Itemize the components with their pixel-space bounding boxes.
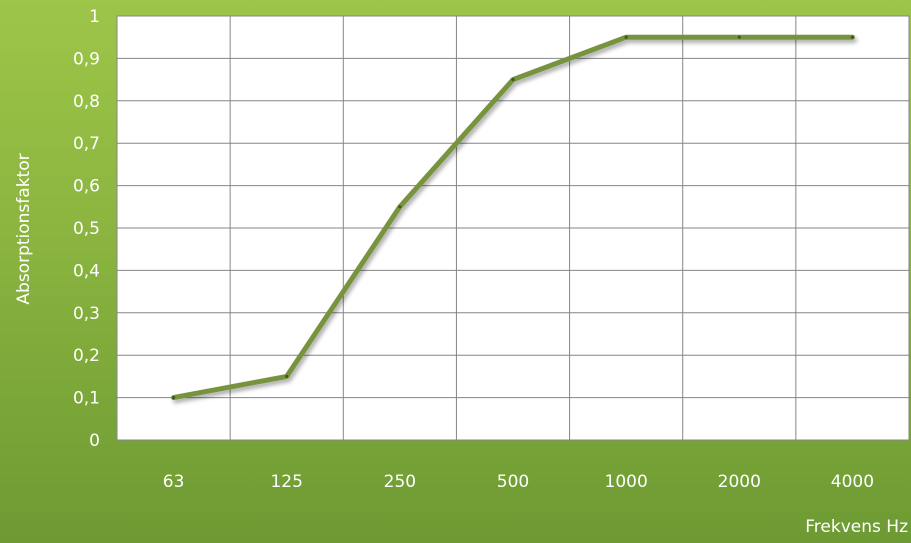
y-tick-label: 0,8 — [73, 92, 100, 112]
grid — [116, 15, 910, 441]
x-tick-label: 250 — [384, 472, 416, 492]
x-tick-label: 63 — [163, 472, 185, 492]
data-point — [511, 78, 515, 82]
data-point — [171, 396, 176, 400]
y-tick-label: 0,1 — [73, 389, 100, 409]
x-tick-labels: 63 125 250 500 1000 2000 4000 — [163, 472, 874, 492]
x-tick-label: 2000 — [718, 472, 761, 492]
data-point — [850, 35, 855, 39]
x-tick-label: 125 — [270, 472, 302, 492]
x-tick-label: 500 — [497, 472, 529, 492]
series-layer — [171, 34, 855, 401]
x-tick-label: 1000 — [605, 472, 648, 492]
y-tick-label: 0,5 — [73, 219, 100, 239]
y-tick-label: 1 — [89, 7, 100, 27]
y-tick-label: 0,9 — [73, 49, 100, 69]
x-tick-label: 4000 — [831, 472, 874, 492]
y-tick-label: 0 — [89, 431, 100, 451]
y-tick-labels: 0 0,1 0,2 0,3 0,4 0,5 0,6 0,7 0,8 0,9 1 — [73, 7, 100, 451]
y-axis-title: Absorptionsfaktor — [14, 153, 34, 304]
data-point — [737, 35, 741, 39]
data-point — [624, 35, 628, 39]
x-axis-title: Frekvens Hz — [805, 517, 908, 537]
y-tick-label: 0,7 — [73, 134, 100, 154]
data-point — [285, 374, 289, 378]
y-tick-label: 0,6 — [73, 177, 100, 197]
y-tick-label: 0,4 — [73, 261, 100, 281]
plot-border — [116, 15, 910, 441]
y-tick-label: 0,2 — [73, 346, 100, 366]
y-tick-label: 0,3 — [73, 304, 100, 324]
data-point — [398, 205, 402, 209]
